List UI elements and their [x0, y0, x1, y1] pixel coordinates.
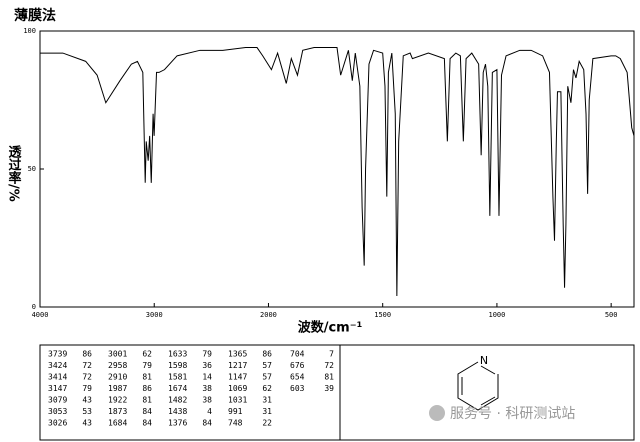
table-wavenumber: 1069 [228, 384, 247, 393]
x-tick-label: 3000 [146, 311, 163, 319]
table-transmittance: 43 [82, 396, 92, 405]
table-wavenumber: 748 [228, 419, 243, 428]
plot-frame [39, 30, 635, 308]
x-tick-label: 1500 [374, 311, 391, 319]
table-wavenumber: 1633 [168, 350, 187, 359]
table-wavenumber: 654 [290, 373, 305, 382]
x-tick-label: 1000 [488, 311, 505, 319]
y-tick-label: 100 [23, 27, 36, 35]
table-wavenumber: 1376 [168, 419, 187, 428]
table-wavenumber: 1684 [108, 419, 127, 428]
pyridine-structure [457, 361, 499, 411]
table-transmittance: 84 [142, 419, 152, 428]
table-wavenumber: 2910 [108, 373, 127, 382]
table-wavenumber: 603 [290, 384, 305, 393]
table-wavenumber: 1438 [168, 407, 187, 416]
ring [457, 361, 499, 411]
x-tick-label: 2000 [260, 311, 277, 319]
table-transmittance: 86 [142, 384, 152, 393]
table-transmittance: 81 [142, 373, 152, 382]
table-transmittance: 79 [202, 350, 212, 359]
table-transmittance: 62 [142, 350, 152, 359]
table-transmittance: 72 [324, 361, 334, 370]
table-transmittance: 84 [142, 407, 152, 416]
table-transmittance: 81 [142, 396, 152, 405]
table-transmittance: 86 [82, 350, 92, 359]
table-wavenumber: 3147 [48, 384, 67, 393]
watermark-icon [429, 405, 445, 421]
table-wavenumber: 676 [290, 361, 305, 370]
table-wavenumber: 3079 [48, 396, 67, 405]
table-wavenumber: 1365 [228, 350, 247, 359]
table-transmittance: 79 [82, 384, 92, 393]
table-wavenumber: 704 [290, 350, 305, 359]
table-frame [39, 344, 635, 441]
x-tick-label: 4000 [32, 311, 49, 319]
y-tick-label: 50 [28, 165, 36, 173]
y-tick-label: 0 [32, 303, 36, 311]
double-bond [480, 365, 496, 375]
table-transmittance: 81 [324, 373, 334, 382]
table-transmittance: 14 [202, 373, 212, 382]
table-wavenumber: 3026 [48, 419, 67, 428]
x-tick-label: 500 [605, 311, 618, 319]
table-transmittance: 38 [202, 396, 212, 405]
table-wavenumber: 3414 [48, 373, 67, 382]
table-transmittance: 7 [329, 350, 334, 359]
table-wavenumber: 1217 [228, 361, 247, 370]
table-wavenumber: 3053 [48, 407, 67, 416]
double-bond [480, 396, 496, 406]
table-wavenumber: 1873 [108, 407, 127, 416]
table-transmittance: 53 [82, 407, 92, 416]
table-transmittance: 36 [202, 361, 212, 370]
y-axis-label: 透过率/% [6, 145, 22, 202]
table-wavenumber: 1482 [168, 396, 187, 405]
table-transmittance: 84 [202, 419, 212, 428]
table-wavenumber: 1922 [108, 396, 127, 405]
table-transmittance: 43 [82, 419, 92, 428]
table-wavenumber: 3739 [48, 350, 67, 359]
table-wavenumber: 1581 [168, 373, 187, 382]
spectrum-line [40, 47, 635, 296]
table-transmittance: 62 [262, 384, 272, 393]
table-wavenumber: 1031 [228, 396, 247, 405]
table-wavenumber: 1598 [168, 361, 187, 370]
table-transmittance: 31 [262, 396, 272, 405]
table-transmittance: 31 [262, 407, 272, 416]
table-wavenumber: 2958 [108, 361, 127, 370]
table-transmittance: 72 [82, 373, 92, 382]
chart-title: 薄膜法 [14, 7, 56, 24]
table-transmittance: 22 [262, 419, 272, 428]
table-transmittance: 57 [262, 361, 272, 370]
watermark: 服务号 · 科研测试站 [450, 406, 575, 422]
table-transmittance: 39 [324, 384, 334, 393]
table-transmittance: 72 [82, 361, 92, 370]
table-transmittance: 38 [202, 384, 212, 393]
table-transmittance: 4 [207, 407, 212, 416]
table-wavenumber: 991 [228, 407, 243, 416]
atom-label: N [480, 354, 488, 367]
x-axis-label: 波数/cm⁻¹ [298, 320, 363, 336]
table-transmittance: 57 [262, 373, 272, 382]
table-transmittance: 86 [262, 350, 272, 359]
table-wavenumber: 3424 [48, 361, 67, 370]
table-wavenumber: 1147 [228, 373, 247, 382]
table-wavenumber: 1674 [168, 384, 187, 393]
table-wavenumber: 1987 [108, 384, 127, 393]
table-transmittance: 79 [142, 361, 152, 370]
table-wavenumber: 3001 [108, 350, 127, 359]
